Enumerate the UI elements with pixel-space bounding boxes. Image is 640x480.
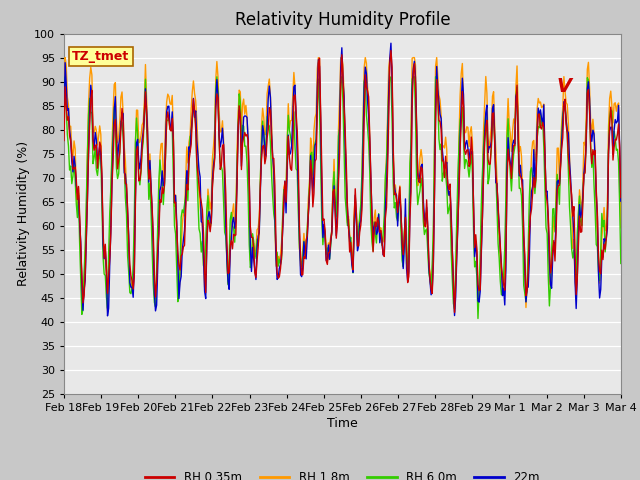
Y-axis label: Relativity Humidity (%): Relativity Humidity (%) (17, 141, 30, 286)
Text: V: V (557, 77, 572, 96)
Text: TZ_tmet: TZ_tmet (72, 50, 130, 63)
X-axis label: Time: Time (327, 417, 358, 430)
Title: Relativity Humidity Profile: Relativity Humidity Profile (235, 11, 450, 29)
Legend: RH 0.35m, RH 1.8m, RH 6.0m, 22m: RH 0.35m, RH 1.8m, RH 6.0m, 22m (140, 466, 545, 480)
